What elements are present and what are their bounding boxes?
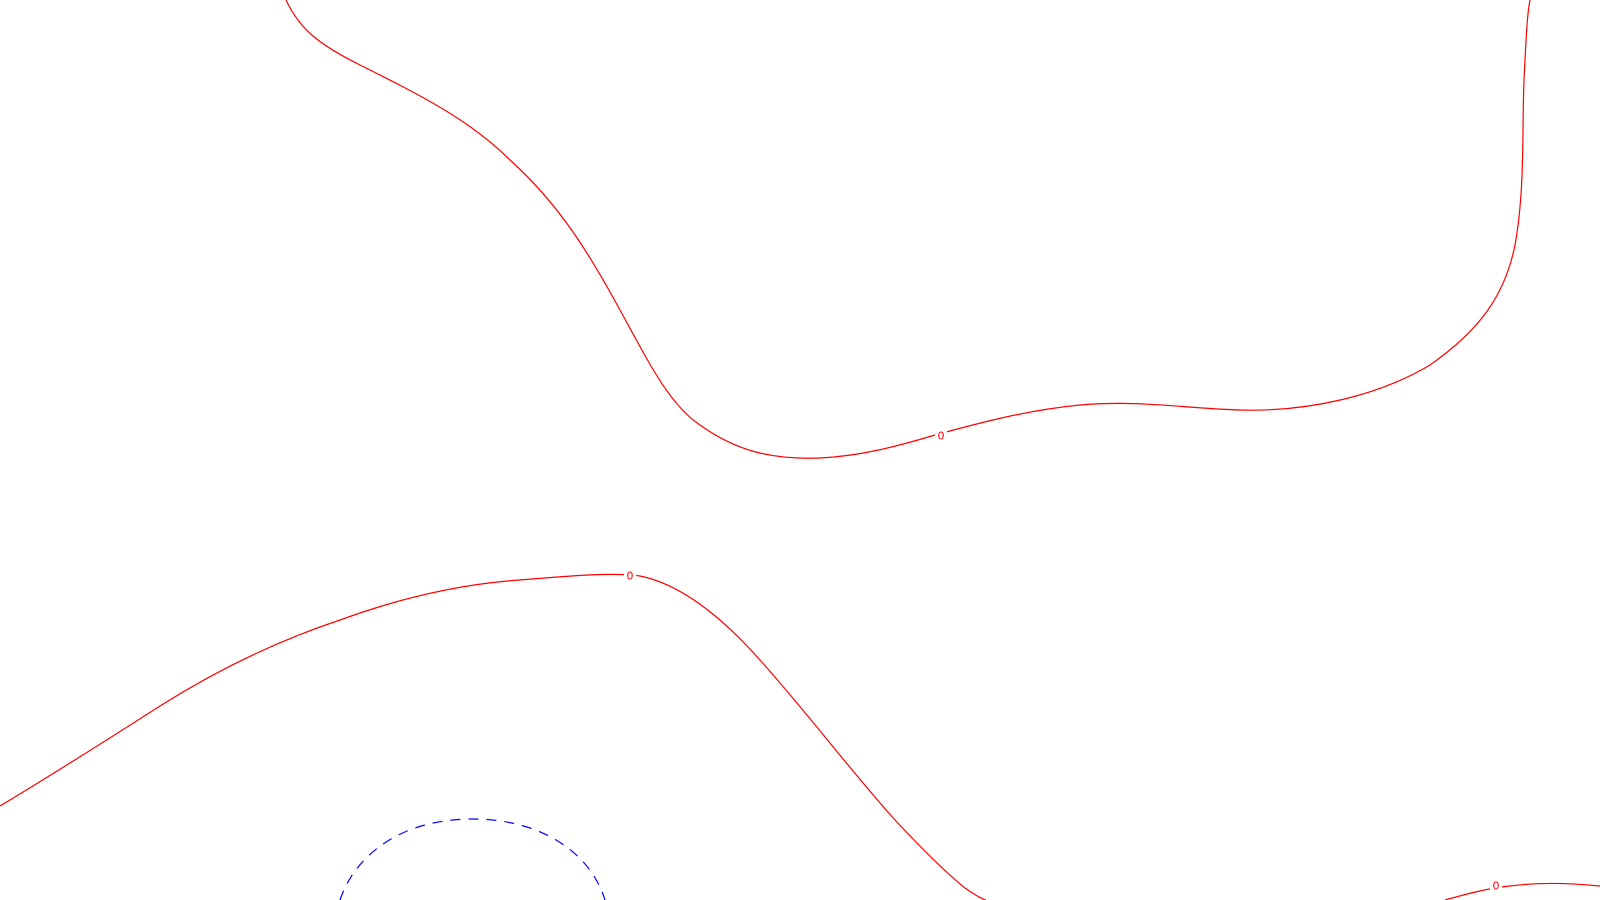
contour-upper: 0 <box>285 0 1531 459</box>
contour-lower-right: 0 <box>1444 879 1600 900</box>
contour-upper-label: 0 <box>938 430 945 443</box>
contour-negative-arc-line <box>339 818 606 900</box>
contour-upper-label-gap <box>935 429 947 443</box>
contour-lower-right-label: 0 <box>1493 880 1500 893</box>
contour-lower-right-line <box>1444 882 1600 900</box>
contour-negative-arc <box>339 818 606 900</box>
contour-middle: 0 <box>0 569 987 900</box>
contour-lower-right-label-gap <box>1490 879 1502 893</box>
contour-upper-line <box>285 0 1531 459</box>
contour-middle-label-gap <box>624 569 636 583</box>
contour-middle-label: 0 <box>627 570 634 583</box>
contour-middle-line <box>0 573 987 900</box>
